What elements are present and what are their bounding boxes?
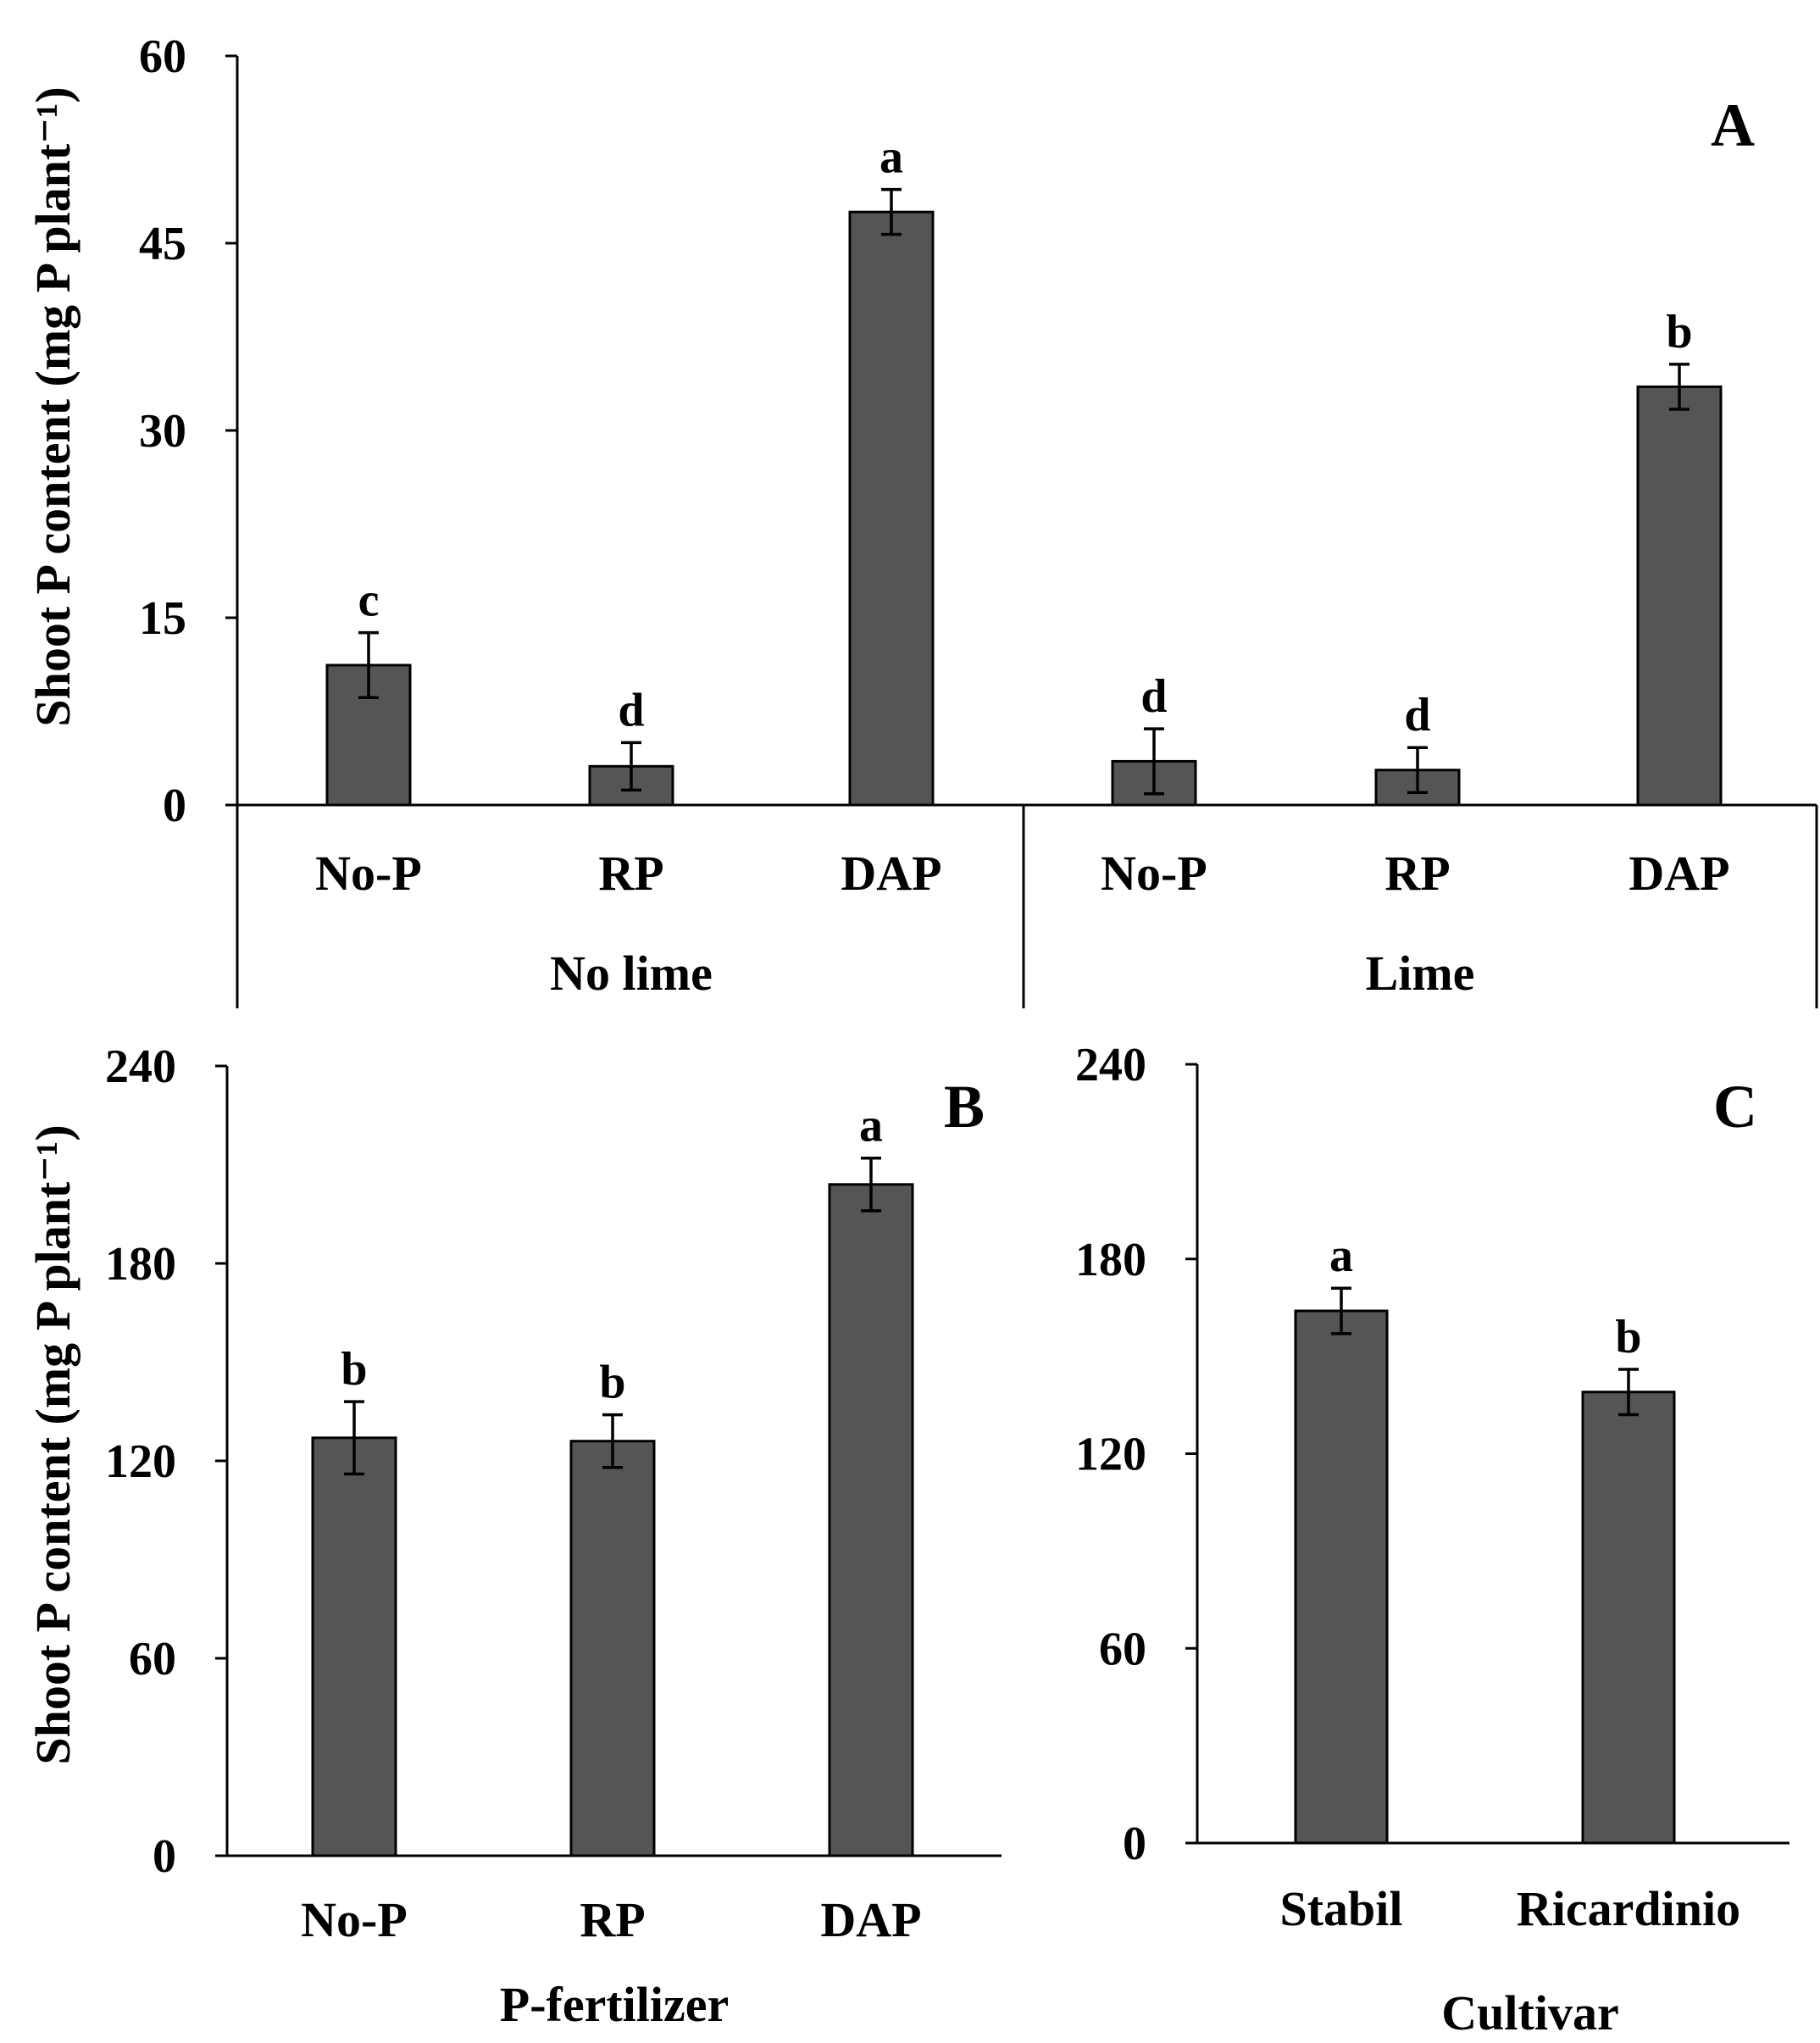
panel-a-y-tick-label: 45 <box>139 218 186 270</box>
panel-c-x-axis-label: Cultivar <box>1441 1985 1618 2040</box>
panel-b-error-bar <box>344 1400 364 1476</box>
panel-a-error-bar <box>1144 727 1164 796</box>
panel-b: B Shoot P content (mg P plant⁻¹) 0 60 120 1… <box>25 1041 1002 2032</box>
panel-b-significance-label: b <box>341 1343 367 1396</box>
panel-a-y-ticks: 0 15 30 45 60 <box>139 31 237 832</box>
panel-a-significance-label: d <box>1404 689 1430 741</box>
panel-a-bars: c No-P d RP a DAP d No-P d RP b DAP <box>315 131 1729 901</box>
panel-b-letter: B <box>944 1073 985 1141</box>
panel-c-category-label: Ricardinio <box>1517 1881 1740 1936</box>
panel-c-significance-label: a <box>1329 1230 1353 1282</box>
panel-a-category-label: DAP <box>841 846 941 901</box>
panel-b-y-ticks: 0 60 120 180 240 <box>105 1041 227 1883</box>
panel-c-y-ticks: 0 60 120 180 240 <box>1075 1039 1197 1870</box>
panel-c-error-bar <box>1618 1368 1639 1417</box>
panel-a-significance-label: c <box>358 575 380 627</box>
panel-c-category-label: Stabil <box>1279 1881 1402 1936</box>
panel-c-y-tick-label: 0 <box>1123 1818 1146 1870</box>
panel-a: A Shoot P content (mg P plant⁻¹) 0 15 30 45… <box>25 31 1818 1008</box>
panel-a-error-bar <box>1407 746 1428 795</box>
panel-b-category-label: RP <box>580 1892 645 1947</box>
panel-a-error-bar <box>621 741 641 792</box>
panel-a-significance-label: a <box>879 131 903 184</box>
panel-b-category-label: DAP <box>820 1892 921 1947</box>
panel-a-bar <box>1636 385 1723 807</box>
panel-b-significance-label: b <box>599 1357 625 1409</box>
panel-c: C 0 60 120 180 240 a Stabil b Ricardinio Cultiv… <box>1075 1039 1789 2040</box>
panel-c-letter: C <box>1713 1073 1757 1141</box>
panel-b-y-tick-label: 0 <box>153 1830 176 1883</box>
panel-a-error-bar <box>881 187 902 236</box>
panel-b-error-bar <box>602 1413 623 1469</box>
panel-b-bar <box>828 1183 914 1857</box>
panel-a-category-label: No-P <box>315 846 422 901</box>
panel-a-y-tick-label: 30 <box>139 405 186 458</box>
panel-a-error-bar <box>358 630 379 700</box>
panel-b-error-bar <box>861 1156 881 1213</box>
panel-c-y-tick-label: 60 <box>1099 1623 1146 1675</box>
panel-b-y-tick-label: 60 <box>129 1633 176 1685</box>
panel-a-y-tick-label: 60 <box>139 31 186 83</box>
panel-b-y-tick-label: 120 <box>105 1435 176 1488</box>
panel-b-significance-label: a <box>859 1100 883 1152</box>
panel-c-bar <box>1581 1391 1676 1845</box>
panel-b-bar <box>569 1440 656 1857</box>
panel-b-category-label: No-P <box>301 1892 408 1947</box>
panel-a-y-tick-label: 15 <box>139 592 186 645</box>
panel-a-significance-label: d <box>618 684 644 736</box>
panel-a-bar <box>848 210 935 807</box>
panel-a-category-label: RP <box>598 846 663 901</box>
panel-c-y-tick-label: 180 <box>1075 1234 1146 1286</box>
panel-c-y-tick-label: 120 <box>1075 1429 1146 1481</box>
panel-a-category-label: DAP <box>1629 846 1729 901</box>
panel-c-y-tick-label: 240 <box>1075 1039 1146 1091</box>
panel-a-group-label-no-lime: No lime <box>550 946 713 1001</box>
panel-b-y-axis-label: Shoot P content (mg P plant⁻¹) <box>25 1124 80 1764</box>
panel-a-significance-label: d <box>1140 670 1167 723</box>
panel-c-significance-label: b <box>1615 1311 1641 1363</box>
panel-b-y-tick-label: 180 <box>105 1238 176 1291</box>
panel-a-category-label: No-P <box>1101 846 1207 901</box>
panel-a-group-label-lime: Lime <box>1366 946 1475 1001</box>
panel-b-bar <box>311 1436 397 1857</box>
panel-a-y-axis-label: Shoot P content (mg P plant⁻¹) <box>25 86 80 726</box>
panel-b-y-tick-label: 240 <box>105 1041 176 1093</box>
panel-a-letter: A <box>1711 92 1755 159</box>
panel-a-error-bar <box>1669 363 1690 411</box>
panel-c-error-bar <box>1331 1286 1351 1335</box>
panel-c-bar <box>1294 1309 1389 1845</box>
panel-a-y-tick-label: 0 <box>163 780 186 832</box>
panel-a-significance-label: b <box>1666 306 1692 358</box>
panel-b-bars: b No-P b RP a DAP <box>301 1100 921 1947</box>
panel-c-bars: a Stabil b Ricardinio <box>1279 1230 1740 1936</box>
panel-b-x-axis-label: P-fertilizer <box>500 1977 729 2032</box>
panel-a-category-label: RP <box>1384 846 1450 901</box>
